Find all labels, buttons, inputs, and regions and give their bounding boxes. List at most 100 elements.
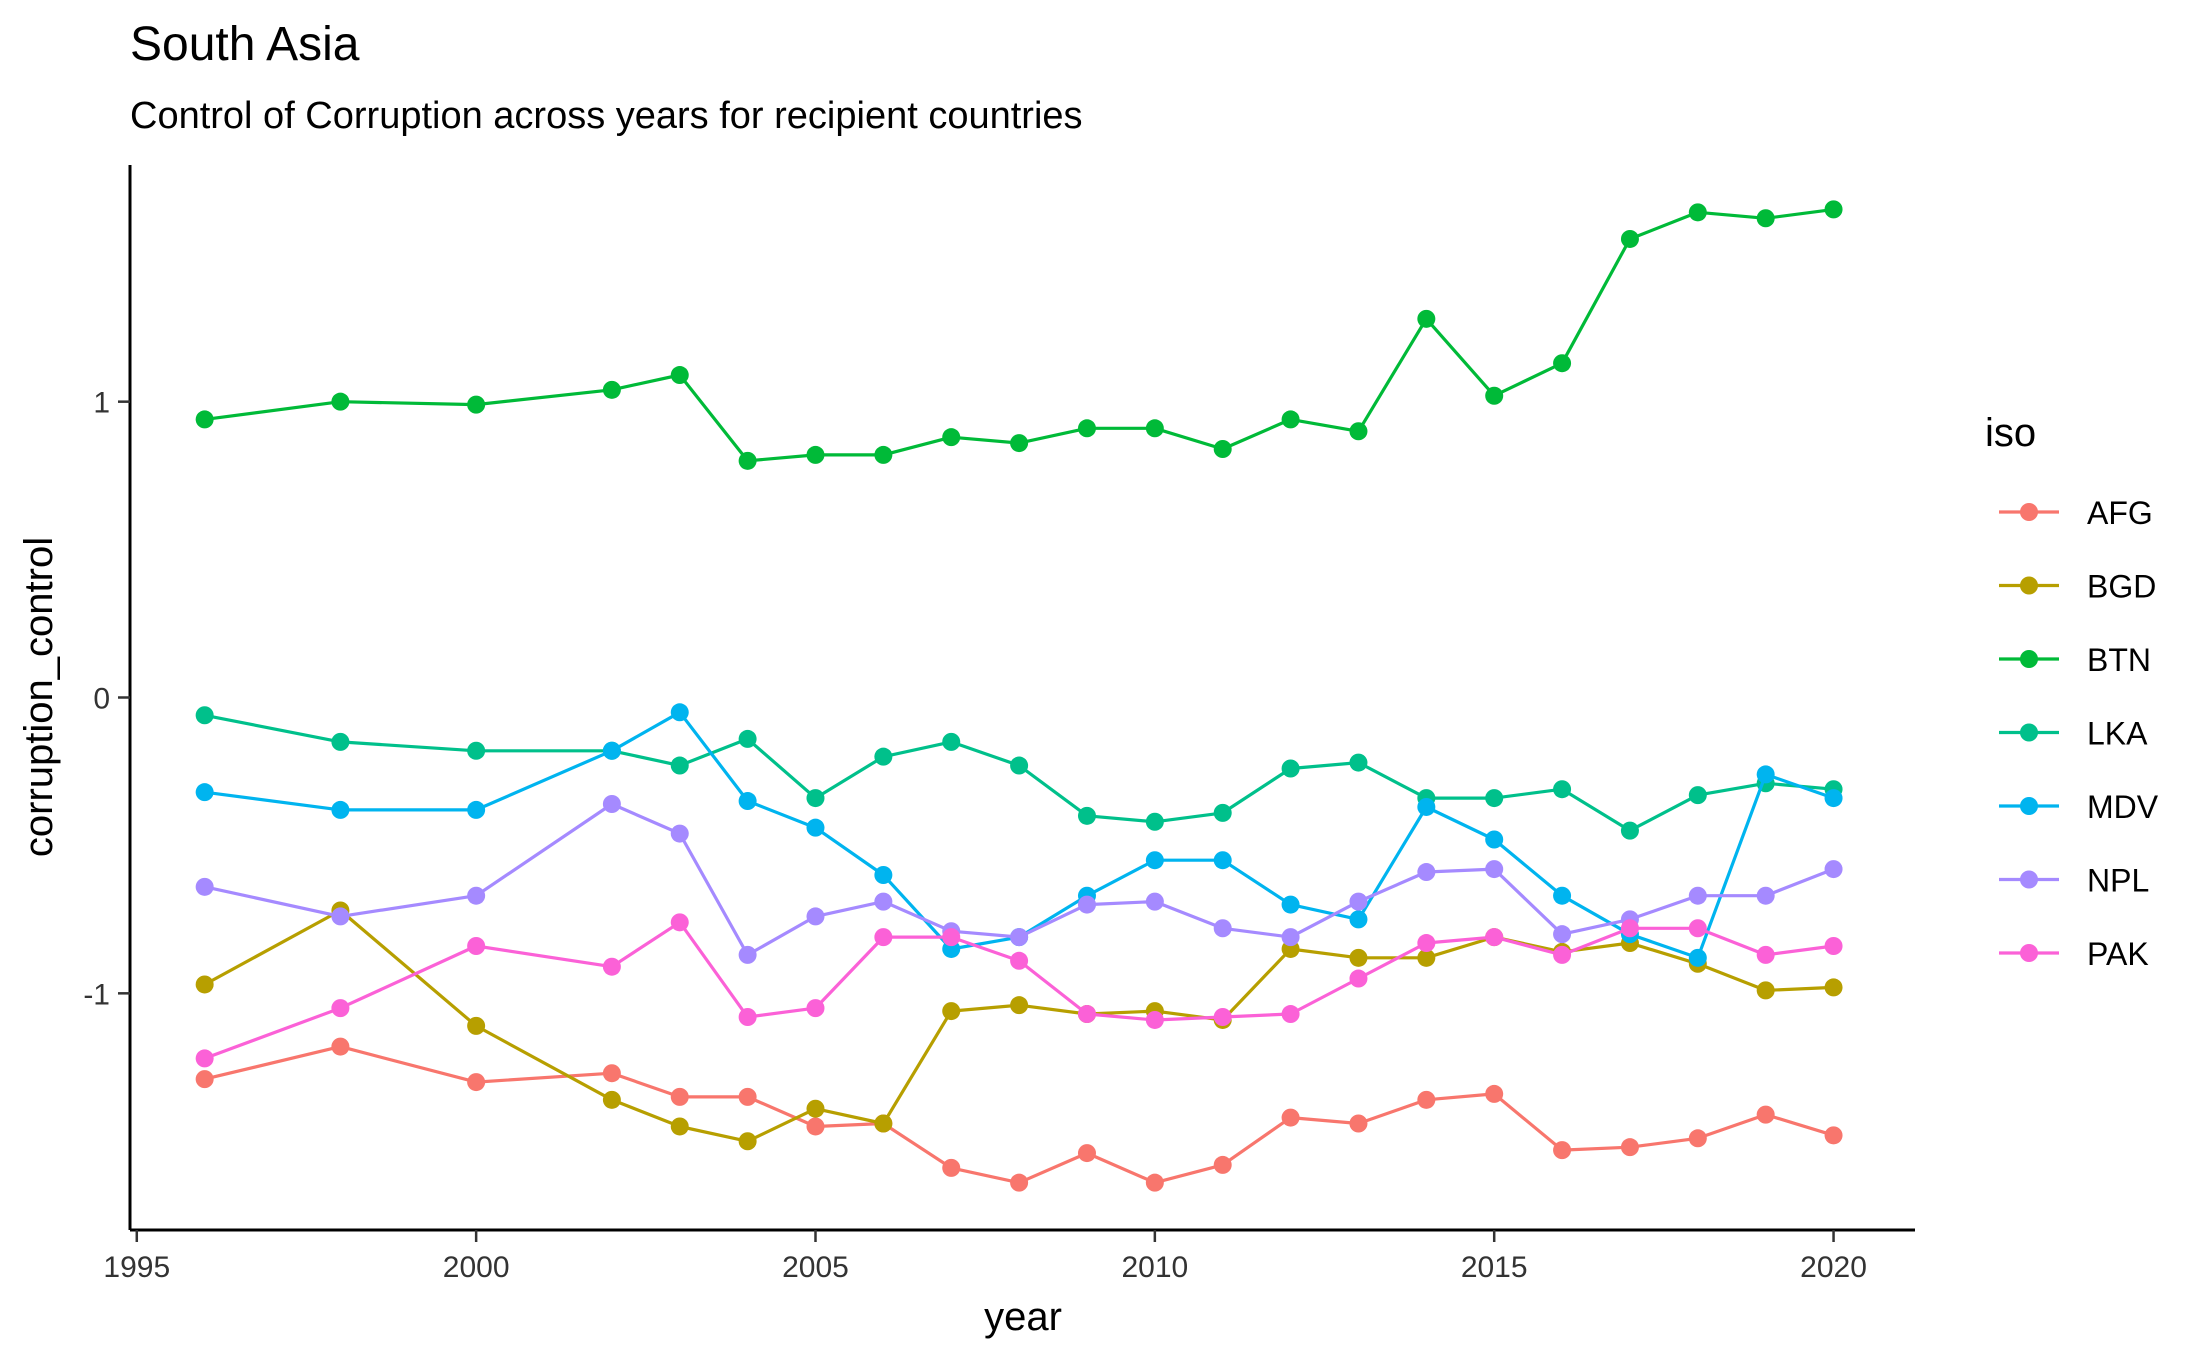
data-point-bgd [1824, 978, 1843, 997]
legend-item-mdv: MDV [1999, 789, 2159, 825]
data-point-afg [806, 1117, 825, 1136]
y-tick-label: 0 [93, 683, 110, 716]
series-npl [195, 795, 1843, 964]
data-point-npl [874, 892, 893, 911]
x-tick-label: 2010 [1121, 1251, 1188, 1284]
legend-key-point [2020, 576, 2038, 595]
data-point-pak [1485, 928, 1504, 947]
data-point-btn [874, 445, 893, 464]
data-point-mdv [670, 703, 689, 722]
legend-key-point [2020, 870, 2038, 889]
data-point-lka [1553, 780, 1572, 799]
data-point-mdv [467, 800, 486, 819]
data-point-pak [670, 913, 689, 932]
legend-item-bgd: BGD [1999, 569, 2156, 605]
data-point-mdv [331, 800, 350, 819]
data-point-btn [195, 410, 214, 429]
data-point-bgd [602, 1090, 621, 1109]
data-point-btn [1620, 229, 1639, 248]
data-point-afg [1824, 1126, 1843, 1145]
data-point-mdv [806, 818, 825, 837]
series-afg [195, 1037, 1843, 1192]
data-point-btn [1553, 354, 1572, 373]
data-point-pak [1281, 1005, 1300, 1024]
legend-item-btn: BTN [1999, 642, 2151, 678]
data-point-mdv [738, 792, 757, 811]
data-point-mdv [1145, 851, 1164, 870]
data-point-npl [1756, 886, 1775, 905]
data-point-btn [738, 451, 757, 470]
data-point-pak [874, 928, 893, 947]
data-point-npl [1688, 886, 1707, 905]
legend-label: MDV [2087, 789, 2159, 825]
data-point-npl [1417, 863, 1436, 882]
data-point-btn [1213, 440, 1232, 458]
legend-keys: AFG BGD BTN LKA MDV NPL PAK [1999, 495, 2159, 972]
x-tick-label: 2015 [1461, 1251, 1528, 1284]
y-axis-title: corruption_control [17, 537, 61, 857]
data-point-mdv [874, 866, 893, 884]
data-point-pak [942, 928, 961, 947]
data-point-btn [1145, 419, 1164, 438]
x-ticks: 1995 2000 2005 2010 2015 2020 [103, 1230, 1867, 1284]
series-line-btn [204, 207, 1834, 463]
data-point-bgd [806, 1099, 825, 1118]
data-point-pak [1417, 934, 1436, 953]
series-btn [195, 200, 1843, 470]
legend-label: BTN [2087, 642, 2151, 678]
data-point-pak [1756, 945, 1775, 964]
data-point-lka [806, 789, 825, 808]
data-point-afg [1417, 1090, 1436, 1109]
data-point-lka [1010, 756, 1029, 775]
data-point-mdv [1756, 765, 1775, 784]
data-point-afg [670, 1087, 689, 1106]
data-point-mdv [1688, 948, 1707, 967]
data-point-btn [467, 395, 486, 414]
data-point-afg [1620, 1138, 1639, 1157]
legend-key-point [2020, 944, 2038, 962]
data-point-bgd [942, 1002, 961, 1021]
legend-label: PAK [2087, 936, 2149, 972]
data-point-bgd [738, 1132, 757, 1151]
data-point-pak [1213, 1008, 1232, 1026]
data-point-afg [195, 1070, 214, 1089]
data-point-pak [1145, 1010, 1164, 1029]
data-point-npl [1077, 895, 1096, 914]
data-point-npl [1553, 925, 1572, 944]
data-point-lka [942, 732, 961, 751]
data-point-mdv [1553, 886, 1572, 905]
data-point-pak [738, 1008, 757, 1026]
data-point-pak [1688, 919, 1707, 938]
data-point-npl [1824, 860, 1843, 879]
data-point-afg [942, 1158, 961, 1177]
chart-title: South Asia [130, 18, 360, 71]
data-point-bgd [670, 1117, 689, 1136]
data-point-btn [1756, 209, 1775, 228]
series-line-afg [204, 1044, 1835, 1185]
chart-subtitle: Control of Corruption across years for r… [130, 95, 1083, 137]
data-point-mdv [1417, 797, 1436, 816]
legend-key-point [2020, 723, 2038, 742]
data-point-lka [1281, 759, 1300, 778]
data-point-npl [806, 907, 825, 926]
data-point-npl [738, 945, 757, 964]
series-line-pak [204, 920, 1834, 1060]
series-mdv [195, 703, 1843, 967]
data-point-btn [806, 445, 825, 464]
data-point-bgd [1010, 996, 1029, 1015]
data-point-pak [1553, 945, 1572, 964]
data-point-btn [331, 392, 350, 411]
data-point-npl [195, 877, 214, 896]
data-point-btn [1485, 386, 1504, 405]
data-point-bgd [1417, 948, 1436, 967]
data-point-afg [1688, 1129, 1707, 1148]
legend-key-point [2020, 797, 2038, 815]
series-line-lka [204, 713, 1834, 833]
data-point-mdv [602, 741, 621, 760]
series-line-bgd [203, 908, 1834, 1143]
plot-area [195, 200, 1843, 1192]
data-point-pak [195, 1049, 214, 1068]
data-point-btn [1077, 419, 1096, 438]
series-lka [195, 706, 1843, 840]
data-point-lka [467, 741, 486, 760]
